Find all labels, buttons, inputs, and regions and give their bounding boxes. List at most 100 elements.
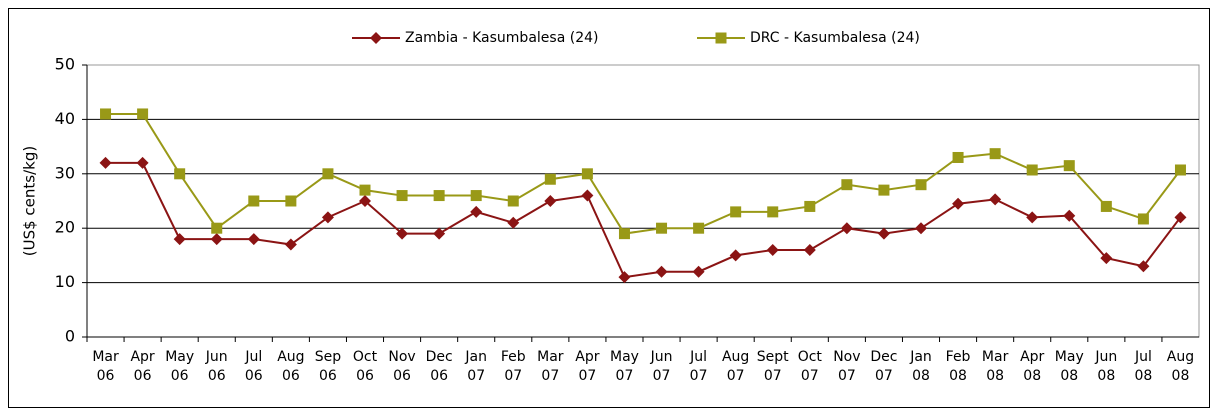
point xyxy=(840,222,853,235)
point xyxy=(470,190,482,202)
point xyxy=(1026,211,1039,224)
point xyxy=(211,222,223,234)
x-tick-label: Oct 06 xyxy=(353,349,378,384)
point xyxy=(1100,252,1113,265)
x-tick-label-line: 06 xyxy=(356,368,374,384)
x-tick-label-line: Sep xyxy=(315,349,342,365)
point xyxy=(989,148,1001,160)
x-tick-label-line: 07 xyxy=(690,368,708,384)
x-tick-label: Aug 06 xyxy=(277,349,304,384)
x-tick-label-line: Oct xyxy=(798,349,823,365)
point xyxy=(952,151,964,163)
y-tick-label: 30 xyxy=(55,163,75,182)
x-tick-label-line: Nov xyxy=(833,349,860,365)
x-tick-label-line: Jul xyxy=(244,349,262,365)
x-tick-label: May 07 xyxy=(610,349,639,384)
point xyxy=(210,233,223,246)
point xyxy=(656,222,668,234)
x-tick-label: Jul 06 xyxy=(244,349,262,384)
x-tick-label-line: Aug xyxy=(1167,349,1194,365)
point xyxy=(433,190,445,202)
x-tick-label: Aug 07 xyxy=(722,349,749,384)
point xyxy=(1137,213,1149,225)
point xyxy=(952,197,965,210)
x-tick-label-line: Nov xyxy=(388,349,415,365)
x-tick-label: May 06 xyxy=(165,349,194,384)
x-tick-label-line: Jan xyxy=(464,349,487,365)
x-tick-label: Apr 08 xyxy=(1020,349,1044,384)
point xyxy=(915,222,927,235)
x-tick-label: Dec 07 xyxy=(870,349,897,384)
x-tick-label-line: Jul xyxy=(1134,349,1152,365)
point xyxy=(693,222,705,234)
x-tick-label-line: May xyxy=(1055,349,1084,365)
x-tick-label-line: 06 xyxy=(97,368,115,384)
x-tick-label-line: 06 xyxy=(319,368,337,384)
x-tick-label-line: 07 xyxy=(616,368,634,384)
x-tick-label: Feb 07 xyxy=(501,349,526,384)
x-tick-label: Mar 06 xyxy=(92,349,119,384)
y-tick-label: 20 xyxy=(55,218,75,237)
x-tick-label-line: 08 xyxy=(1172,368,1190,384)
point xyxy=(470,205,483,218)
point xyxy=(247,233,260,246)
point xyxy=(877,227,890,240)
x-tick-label: Mar 08 xyxy=(982,349,1009,384)
point xyxy=(433,227,446,240)
x-tick-label-line: May xyxy=(165,349,194,365)
y-tick-label: 40 xyxy=(55,109,75,128)
point xyxy=(396,190,408,202)
x-tick-label-line: 07 xyxy=(578,368,596,384)
y-tick-label: 50 xyxy=(55,55,75,74)
x-tick-label: Feb 08 xyxy=(946,349,971,384)
x-tick-label-line: Dec xyxy=(426,349,453,365)
point xyxy=(396,227,409,240)
x-tick-label-line: 06 xyxy=(171,368,189,384)
x-tick-label-line: Jun xyxy=(650,349,673,365)
x-tick-label-line: 06 xyxy=(245,368,263,384)
point xyxy=(173,233,186,246)
point xyxy=(841,179,853,191)
x-tick-label-line: Mar xyxy=(537,349,564,365)
y-axis-label: (US$ cents/kg) xyxy=(21,146,39,256)
x-tick-label: Nov 06 xyxy=(388,349,415,384)
x-tick-label-line: 07 xyxy=(801,368,819,384)
x-tick-label-line: 08 xyxy=(1097,368,1115,384)
x-tick-label-line: Jul xyxy=(689,349,707,365)
legend-label: Zambia - Kasumbalesa (24) xyxy=(405,30,598,46)
x-tick-label-line: 07 xyxy=(764,368,782,384)
point xyxy=(322,168,334,180)
x-tick-label-line: Feb xyxy=(501,349,526,365)
y-tick-label: 0 xyxy=(65,327,75,346)
point xyxy=(1026,164,1038,176)
x-tick-label-line: Apr xyxy=(1020,349,1044,365)
point xyxy=(804,200,816,212)
x-tick-label-line: 06 xyxy=(134,368,152,384)
point xyxy=(284,238,297,251)
x-tick-label-line: Feb xyxy=(946,349,971,365)
point xyxy=(766,243,779,256)
point xyxy=(359,184,371,196)
point xyxy=(692,265,705,278)
x-tick-label: Jun 07 xyxy=(650,349,673,384)
x-tick-label-line: 06 xyxy=(282,368,300,384)
point xyxy=(618,271,631,284)
point xyxy=(507,216,520,229)
x-tick-label-line: 08 xyxy=(912,368,930,384)
x-tick-label: Aug 08 xyxy=(1167,349,1194,384)
x-tick-label: Mar 07 xyxy=(537,349,564,384)
x-tick-label-line: 08 xyxy=(1134,368,1152,384)
x-tick-label-line: May xyxy=(610,349,639,365)
x-tick-label: Apr 06 xyxy=(130,349,154,384)
x-tick-label: Jun 08 xyxy=(1094,349,1117,384)
x-tick-label: Apr 07 xyxy=(575,349,599,384)
series-line xyxy=(105,112,1182,235)
point xyxy=(915,179,927,191)
point xyxy=(544,173,556,185)
x-tick-label-line: 06 xyxy=(430,368,448,384)
legend-label: DRC - Kasumbalesa (24) xyxy=(750,30,920,46)
x-tick-label-line: 07 xyxy=(653,368,671,384)
legend-marker xyxy=(370,32,382,44)
point xyxy=(99,156,112,169)
